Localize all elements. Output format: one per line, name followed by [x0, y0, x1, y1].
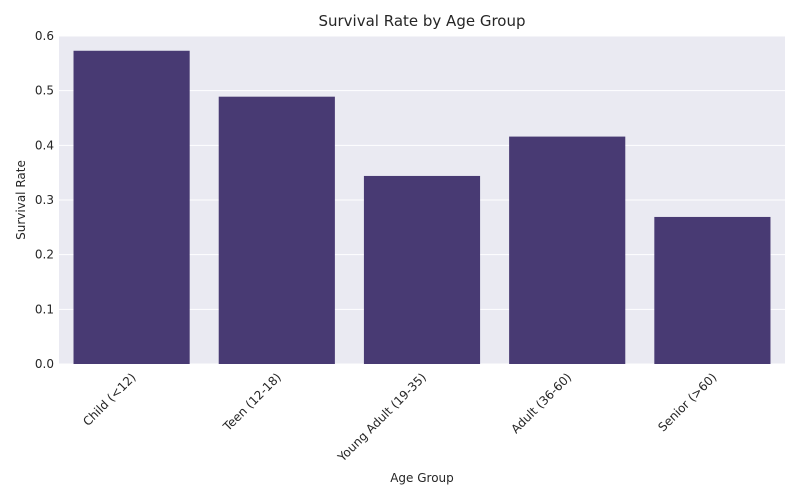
y-tick-label: 0.4 — [35, 138, 54, 152]
x-tick-label: Adult (36-60) — [508, 370, 574, 436]
y-axis-label: Survival Rate — [14, 160, 28, 240]
x-tick-label: Child (<12) — [80, 370, 139, 429]
y-tick-label: 0.1 — [35, 302, 54, 316]
bar — [363, 175, 481, 364]
y-tick-label: 0.3 — [35, 193, 54, 207]
y-tick-label: 0.5 — [35, 84, 54, 98]
x-tick-label: Young Adult (19-35) — [334, 370, 429, 465]
y-axis-ticks: 0.0 0.1 0.2 0.3 0.4 0.5 0.6 — [35, 29, 54, 371]
x-axis-ticks: Child (<12) Teen (12-18) Young Adult (19-3… — [80, 370, 719, 465]
y-tick-label: 0.6 — [35, 29, 54, 43]
bar — [73, 50, 190, 364]
x-axis-label: Age Group — [390, 471, 454, 485]
bars — [73, 50, 771, 365]
y-tick-label: 0.0 — [35, 357, 54, 371]
bar — [509, 136, 626, 364]
bar — [654, 216, 771, 364]
x-tick-label: Senior (>60) — [655, 370, 719, 434]
bar — [218, 96, 335, 365]
y-tick-label: 0.2 — [35, 248, 54, 262]
chart-title: Survival Rate by Age Group — [318, 12, 525, 30]
x-tick-label: Teen (12-18) — [220, 370, 284, 434]
